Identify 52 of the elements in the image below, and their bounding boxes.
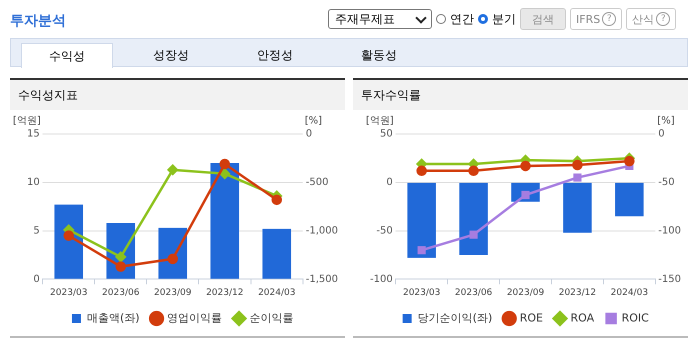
- y-tick-label: 50: [380, 128, 393, 140]
- text: 투자분석: [10, 12, 66, 30]
- text: 안정성: [256, 47, 294, 64]
- y2-tick-label: -100: [658, 225, 682, 236]
- text: ?: [656, 12, 670, 26]
- legend-label: ROE: [520, 311, 544, 324]
- y2-axis-title: [%]: [304, 116, 322, 127]
- x-tick-label: 2023/06: [454, 288, 493, 298]
- x-tick-label: 2024/03: [610, 288, 648, 298]
- x-tick-label: 2023/06: [102, 288, 140, 298]
- x-tick-label: 2023/09: [506, 288, 544, 298]
- legend-label: 순이익률: [250, 311, 294, 324]
- legend-label: 매출액(좌): [86, 311, 140, 324]
- text: 활동성: [360, 47, 398, 64]
- x-tick-label: 2023/12: [206, 288, 244, 298]
- text: 검색: [520, 8, 566, 30]
- y2-tick-label: -150: [658, 274, 682, 285]
- text: 연간: [450, 10, 474, 28]
- text: 성장성: [152, 47, 190, 64]
- legend-label: 영업이익률: [167, 311, 222, 324]
- legend-label: ROIC: [622, 311, 650, 324]
- x-tick-label: 2023/12: [558, 288, 596, 298]
- y-axis-title: [억원]: [366, 116, 394, 127]
- y-tick-label: 15: [26, 128, 40, 140]
- legend-label: ROA: [570, 311, 595, 324]
- y-tick-label: 5: [33, 225, 40, 236]
- y2-axis-title: [%]: [657, 116, 675, 127]
- text: 산식: [632, 12, 654, 26]
- y-tick-label: -50: [376, 225, 393, 236]
- y2-tick-label: 0: [306, 128, 312, 140]
- y2-tick-label: -1,500: [306, 274, 338, 285]
- x-tick-label: 2023/03: [402, 288, 440, 298]
- legend-label: 당기순이익(좌): [418, 311, 492, 324]
- dropdown-field: 주재무제표: [328, 9, 432, 29]
- x-tick-label: 2024/03: [258, 288, 296, 298]
- x-tick-label: 2023/03: [50, 288, 88, 298]
- x-tick-label: 2023/09: [154, 288, 192, 298]
- y2-tick-label: -50: [658, 176, 675, 188]
- y-axis-title: [억원]: [12, 116, 41, 127]
- y2-tick-label: 0: [658, 128, 665, 140]
- y-tick-label: 0: [386, 176, 393, 188]
- text: ?: [602, 12, 616, 26]
- y-tick-label: 10: [26, 176, 40, 188]
- y-tick-label: 0: [33, 274, 40, 285]
- text: 분기: [492, 10, 516, 28]
- chart-title: 투자수익률: [353, 80, 688, 110]
- text: IFRS: [576, 12, 600, 26]
- chart-title: 수익성지표: [10, 80, 345, 110]
- y2-tick-label: -500: [306, 176, 328, 188]
- y2-tick-label: -1,000: [306, 225, 338, 236]
- text: 수익성: [21, 43, 113, 68]
- y-tick-label: -100: [370, 274, 393, 285]
